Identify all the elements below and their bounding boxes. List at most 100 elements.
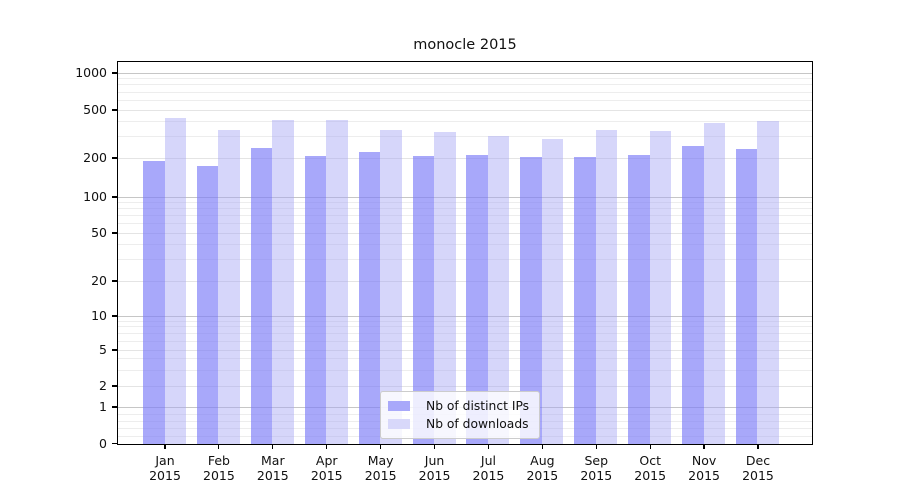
y-minor-gridline	[118, 121, 812, 123]
y-minor-gridline	[118, 84, 812, 86]
bar-distinct-ips	[466, 154, 488, 444]
x-tick-mark	[164, 444, 166, 449]
bar-distinct-ips	[628, 154, 650, 444]
bar-downloads	[218, 129, 240, 444]
y-tick-mark	[112, 315, 117, 317]
y-tick-label: 50	[91, 225, 107, 240]
x-tick-label-year: 2015	[742, 468, 774, 483]
bar-downloads	[487, 135, 510, 444]
legend-label-downloads: Nb of downloads	[426, 417, 529, 431]
x-tick-mark	[433, 444, 436, 449]
x-tick-label-month: Oct	[639, 453, 661, 468]
y-minor-gridline	[118, 358, 812, 360]
y-minor-gridline	[118, 244, 812, 246]
x-tick-label: Feb 2015	[187, 453, 251, 483]
legend: Nb of distinct IPs Nb of downloads	[380, 391, 541, 439]
x-tick-label-month: Jul	[480, 453, 496, 468]
x-tick-mark	[703, 444, 705, 449]
y-tick-label: 1	[99, 399, 107, 414]
y-tick-label: 100	[83, 189, 107, 204]
bar-downloads	[380, 129, 402, 444]
bar-distinct-ips	[304, 155, 327, 444]
y-minor-gridline	[118, 215, 812, 217]
y-tick-mark	[112, 349, 117, 351]
x-tick-label: Sep 2015	[564, 453, 628, 483]
legend-item-downloads: Nb of downloads	[388, 415, 529, 433]
y-minor-gridline	[118, 223, 812, 225]
y-minor-gridline	[118, 320, 812, 322]
x-tick-label: Mar 2015	[241, 453, 305, 483]
y-gridline	[118, 232, 812, 234]
x-tick-mark	[272, 444, 274, 449]
chart-title: monocle 2015	[413, 37, 517, 53]
bar-downloads	[434, 132, 456, 444]
x-tick-label: Apr 2015	[295, 453, 359, 483]
y-tick-label: 500	[83, 102, 107, 117]
y-tick-label: 1000	[75, 65, 107, 80]
x-tick-label-year: 2015	[580, 468, 613, 483]
x-tick-label-year: 2015	[472, 468, 505, 483]
y-gridline	[118, 315, 812, 317]
bar-distinct-ips	[412, 155, 435, 444]
bar-downloads	[541, 139, 564, 444]
legend-swatch-distinct-ips	[388, 401, 410, 411]
y-minor-gridline	[118, 369, 812, 371]
bar-distinct-ips	[735, 148, 758, 444]
x-tick-label: Jul 2015	[456, 453, 520, 483]
x-tick-label-month: Nov	[691, 453, 717, 468]
y-tick-mark	[112, 196, 117, 198]
x-tick-label-month: May	[367, 453, 394, 468]
y-gridline	[118, 109, 812, 111]
x-tick-label-year: 2015	[364, 468, 397, 483]
x-tick-mark	[218, 444, 220, 449]
bar-downloads	[272, 119, 294, 444]
bar-distinct-ips	[574, 157, 596, 444]
y-gridline	[118, 385, 812, 387]
x-tick-label: May 2015	[349, 453, 413, 483]
y-gridline	[118, 349, 812, 351]
y-tick-label: 20	[91, 273, 107, 288]
x-tick-label: Dec 2015	[726, 453, 790, 483]
y-minor-gridline	[118, 259, 812, 261]
y-tick-mark	[112, 157, 117, 159]
x-tick-mark	[326, 444, 328, 449]
x-tick-label-month: Feb	[207, 453, 230, 468]
x-tick-label-month: Sep	[584, 453, 609, 468]
x-tick-label-year: 2015	[634, 468, 667, 483]
x-tick-label-month: Mar	[261, 453, 285, 468]
y-tick-mark	[112, 280, 117, 282]
x-tick-mark	[595, 444, 597, 449]
y-gridline	[118, 280, 812, 282]
x-tick-label-year: 2015	[256, 468, 289, 483]
x-tick-label-year: 2015	[149, 468, 181, 483]
x-tick-label: Jun 2015	[403, 453, 467, 483]
x-tick-label-year: 2015	[688, 468, 720, 483]
y-tick-mark	[112, 232, 117, 234]
y-gridline	[118, 157, 812, 159]
plot-area: Nb of distinct IPs Nb of downloads	[117, 61, 813, 445]
bar-distinct-ips	[682, 145, 704, 444]
x-tick-label-month: Jan	[155, 453, 175, 468]
x-tick-label-year: 2015	[310, 468, 343, 483]
bar-distinct-ips	[520, 157, 542, 444]
bar-distinct-ips	[196, 166, 219, 444]
y-tick-mark	[112, 385, 117, 387]
x-tick-mark	[757, 444, 759, 449]
y-tick-label: 10	[91, 308, 107, 323]
x-tick-label-year: 2015	[418, 468, 451, 483]
bar-distinct-ips	[358, 152, 381, 444]
y-minor-gridline	[118, 326, 812, 328]
x-tick-label-month: Jun	[424, 453, 445, 468]
y-minor-gridline	[118, 332, 812, 334]
y-minor-gridline	[118, 208, 812, 210]
y-minor-gridline	[118, 201, 812, 203]
x-tick-label: Nov 2015	[672, 453, 736, 483]
y-tick-mark	[112, 442, 117, 445]
y-minor-gridline	[118, 340, 812, 342]
x-tick-label-month: Aug	[530, 453, 555, 468]
x-tick-label: Jan 2015	[133, 453, 197, 483]
legend-swatch-downloads	[388, 419, 410, 429]
x-tick-label-month: Dec	[745, 453, 771, 468]
x-tick-mark	[380, 444, 382, 449]
